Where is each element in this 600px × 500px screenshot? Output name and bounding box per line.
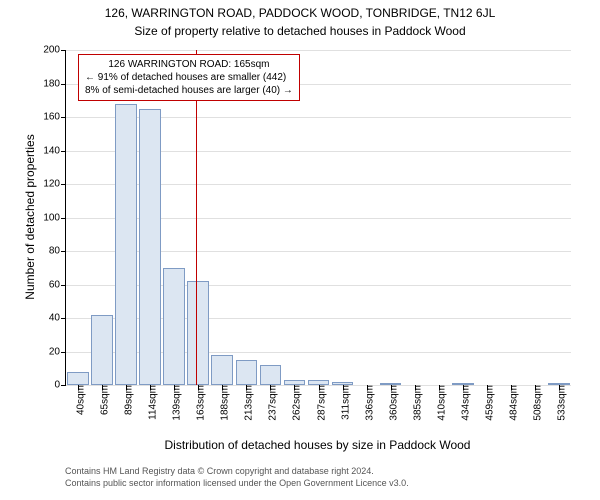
- xtick-label: 311sqm: [334, 385, 351, 420]
- xtick-label: 508sqm: [526, 385, 543, 421]
- xtick-label: 434sqm: [454, 385, 471, 421]
- xtick-label: 459sqm: [478, 385, 495, 421]
- y-axis-label: Number of detached properties: [23, 117, 37, 317]
- xtick-label: 385sqm: [406, 385, 423, 421]
- xtick-label: 163sqm: [190, 385, 207, 421]
- footer-line2: Contains public sector information licen…: [65, 478, 409, 488]
- annotation-line3: 8% of semi-detached houses are larger (4…: [85, 84, 293, 97]
- footer-line1: Contains HM Land Registry data © Crown c…: [65, 466, 374, 476]
- xtick-label: 262sqm: [286, 385, 303, 421]
- ytick-label: 140: [43, 145, 66, 156]
- xtick-label: 484sqm: [502, 385, 519, 421]
- chart-container: { "title_line1": "126, WARRINGTON ROAD, …: [0, 0, 600, 500]
- bar: [548, 383, 570, 385]
- bar: [139, 109, 161, 385]
- xtick-label: 188sqm: [214, 385, 231, 421]
- bar: [380, 383, 402, 385]
- chart-title-line1: 126, WARRINGTON ROAD, PADDOCK WOOD, TONB…: [0, 6, 600, 20]
- xtick-label: 410sqm: [430, 385, 447, 421]
- bar: [284, 380, 306, 385]
- ytick-label: 60: [49, 279, 66, 290]
- ytick-label: 40: [49, 313, 66, 324]
- ytick-label: 180: [43, 78, 66, 89]
- bar: [236, 360, 258, 385]
- xtick-label: 336sqm: [358, 385, 375, 421]
- xtick-label: 40sqm: [70, 385, 87, 415]
- annotation-line1: 126 WARRINGTON ROAD: 165sqm: [85, 58, 293, 71]
- x-axis-label: Distribution of detached houses by size …: [65, 438, 570, 452]
- ytick-label: 200: [43, 45, 66, 56]
- bar: [308, 380, 330, 385]
- annotation-line2: ← 91% of detached houses are smaller (44…: [85, 71, 293, 84]
- bar: [332, 382, 354, 385]
- xtick-label: 114sqm: [142, 385, 159, 420]
- bar: [187, 281, 209, 385]
- xtick-label: 533sqm: [550, 385, 567, 421]
- bar: [115, 104, 137, 385]
- bar: [452, 383, 474, 385]
- annotation-box: 126 WARRINGTON ROAD: 165sqm← 91% of deta…: [78, 54, 300, 101]
- xtick-label: 89sqm: [118, 385, 135, 415]
- ytick-label: 120: [43, 179, 66, 190]
- ytick-label: 0: [54, 380, 66, 391]
- ytick-label: 160: [43, 112, 66, 123]
- xtick-label: 360sqm: [382, 385, 399, 421]
- gridline: [66, 50, 571, 51]
- xtick-label: 287sqm: [310, 385, 327, 421]
- xtick-label: 65sqm: [94, 385, 111, 415]
- bar: [91, 315, 113, 385]
- bar: [67, 372, 89, 385]
- ytick-label: 20: [49, 346, 66, 357]
- xtick-label: 237sqm: [262, 385, 279, 421]
- ytick-label: 80: [49, 246, 66, 257]
- bar: [211, 355, 233, 385]
- xtick-label: 213sqm: [238, 385, 255, 421]
- xtick-label: 139sqm: [166, 385, 183, 421]
- chart-title-line2: Size of property relative to detached ho…: [0, 24, 600, 38]
- bar: [260, 365, 282, 385]
- plot-area: 02040608010012014016018020040sqm65sqm89s…: [65, 50, 571, 386]
- bar: [163, 268, 185, 385]
- ytick-label: 100: [43, 212, 66, 223]
